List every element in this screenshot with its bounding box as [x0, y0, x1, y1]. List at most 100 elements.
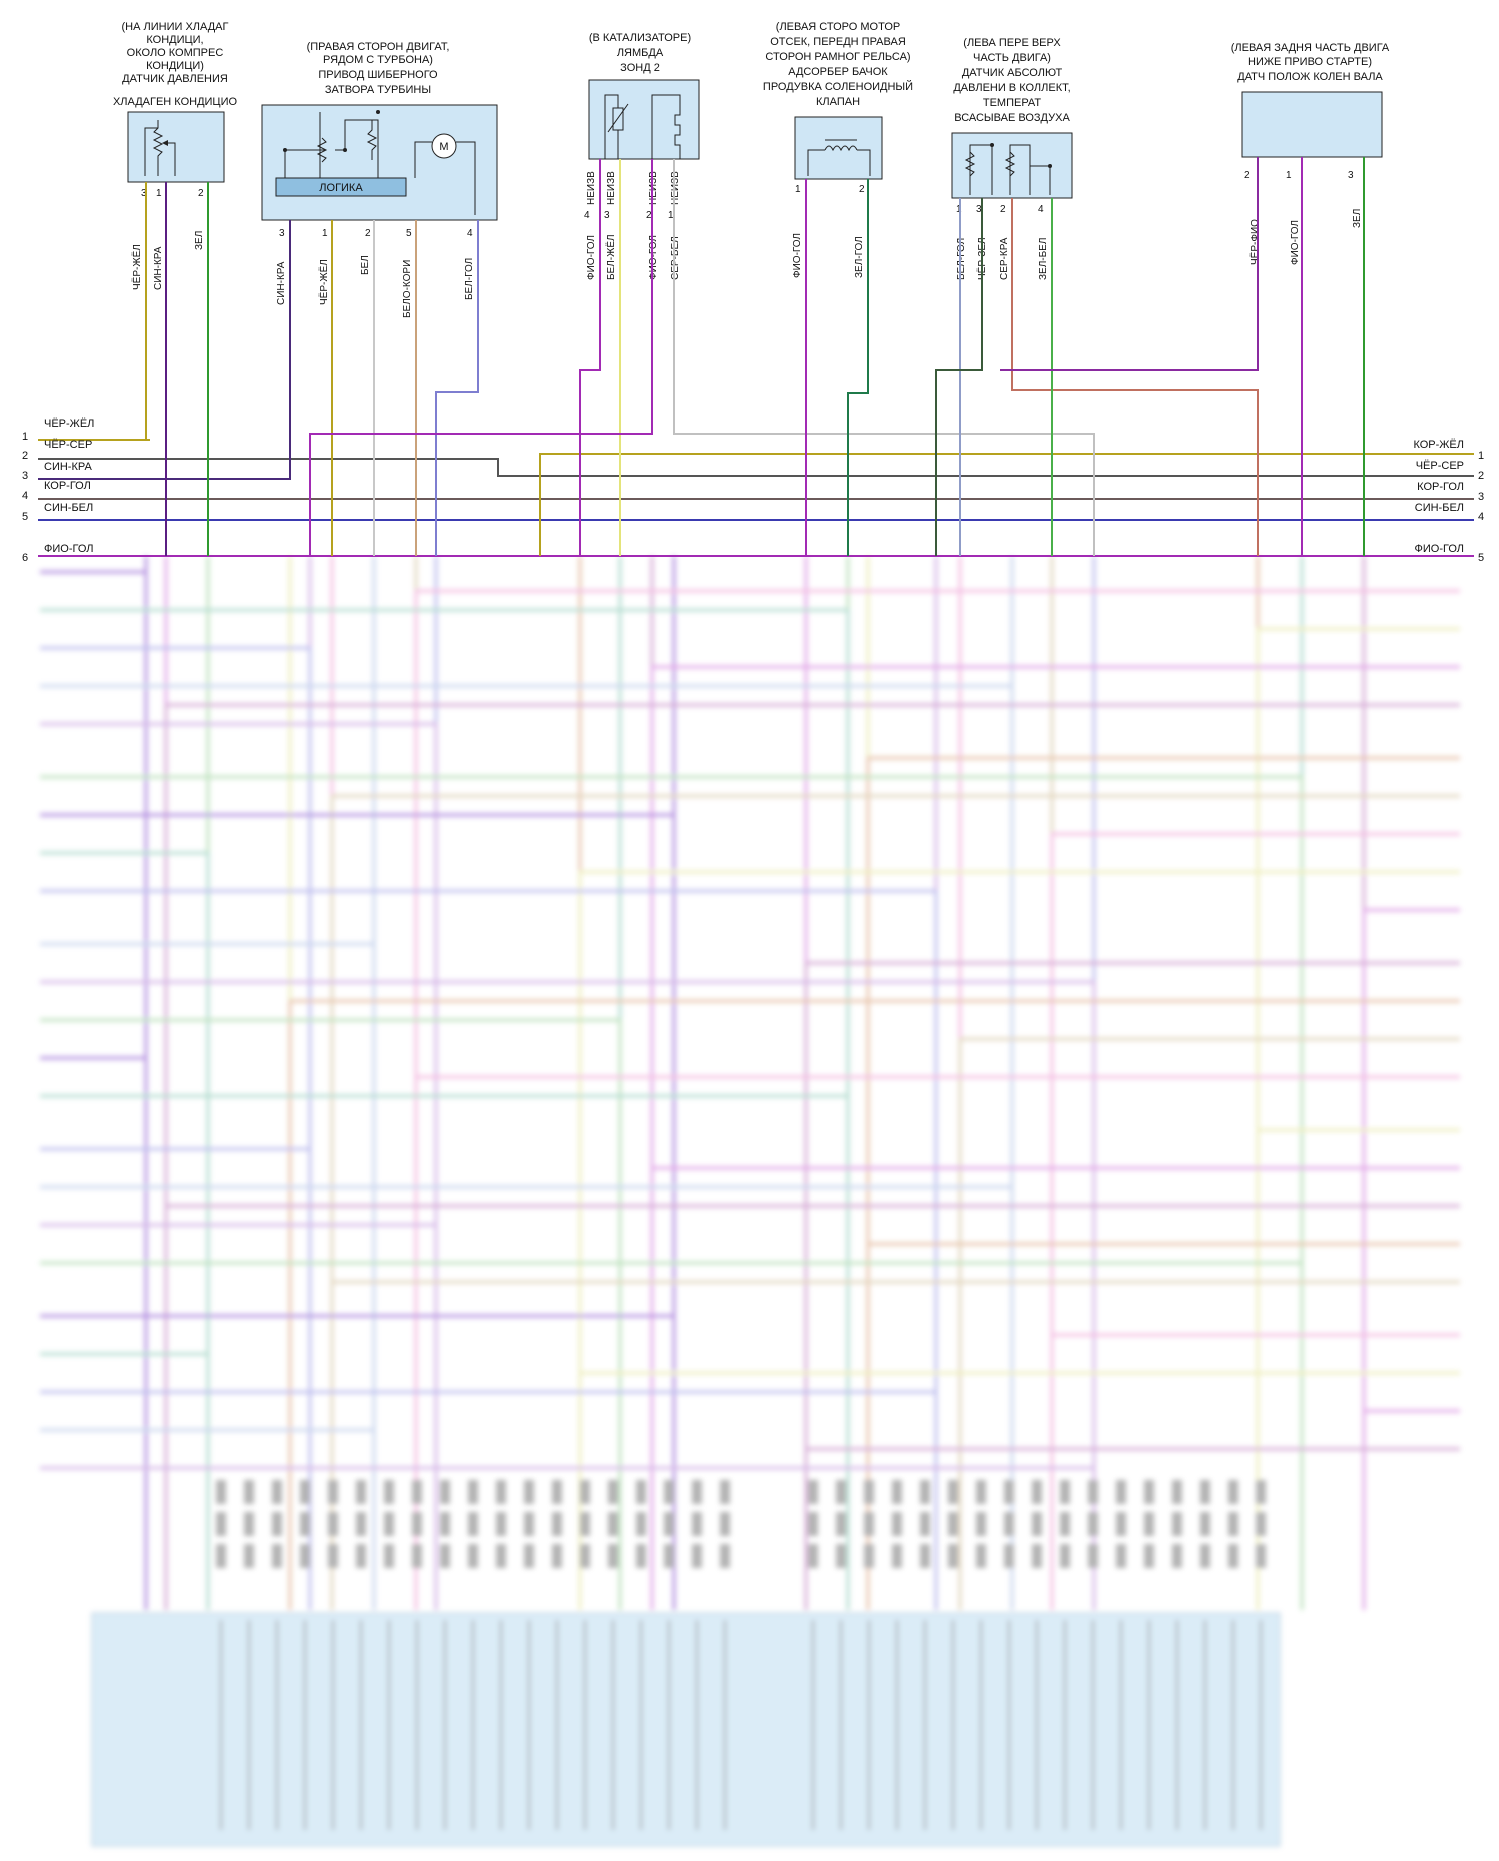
bus-num-right: 1	[1478, 450, 1484, 462]
blurred-branch-wire	[650, 1166, 1460, 1610]
pin-number: 3	[141, 188, 147, 199]
wire-label: СИН-КРА	[276, 261, 287, 305]
turbo-wastegate-actuator: (ПРАВАЯ СТОРОН ДВИГАТ, РЯДОМ С ТУРБОНА) …	[261, 41, 498, 318]
bus-label-left: КОР-ГОЛ	[44, 480, 91, 492]
blurred-branch-wire	[40, 1056, 148, 1610]
wire-crank-pin2	[1000, 157, 1259, 371]
pin-number: 3	[1348, 170, 1354, 181]
comp-label-line: ДАВЛЕНИ В КОЛЛЕКТ,	[953, 82, 1070, 94]
bus-num-left: 2	[22, 450, 28, 462]
connector-pin-block	[328, 1480, 338, 1504]
connector-pin-block	[1200, 1480, 1210, 1504]
canister-purge-solenoid: (ЛЕВАЯ СТОРО МОТОР ОТСЕК, ПЕРЕДН ПРАВАЯ …	[763, 21, 913, 278]
connector-pin-block	[244, 1544, 254, 1568]
connector-pin-block	[720, 1512, 730, 1536]
wire-turbo-pin4	[435, 220, 479, 556]
connector-pin-block	[328, 1512, 338, 1536]
bus-label-left: СИН-БЕЛ	[44, 502, 93, 514]
connector-pin-block	[692, 1480, 702, 1504]
connector-pin-block	[300, 1512, 310, 1536]
blurred-branch-wire	[40, 889, 938, 1610]
crank-box	[1241, 91, 1383, 158]
connector-pin-block	[468, 1512, 478, 1536]
connector-pin-block	[384, 1480, 394, 1504]
connector-pin-block	[496, 1512, 506, 1536]
connector-pin-block	[864, 1544, 874, 1568]
blurred-branch-wire	[288, 999, 1460, 1610]
bus-label-right: ЧЁР-СЕР	[1416, 460, 1464, 472]
heater-element-icon	[651, 94, 681, 159]
connector-pin-block	[468, 1480, 478, 1504]
connector-pin-block	[1228, 1512, 1238, 1536]
connector-pin-block	[1172, 1544, 1182, 1568]
blurred-branch-wire	[804, 1447, 1460, 1610]
blurred-branch-wire	[1362, 908, 1460, 1610]
connector-pin-block	[1032, 1480, 1042, 1504]
connector-pin-block	[720, 1480, 730, 1504]
comp-label-line: (ЛЕВА ПЕРЕ ВЕРХ	[963, 37, 1061, 49]
connector-pin-block	[1088, 1480, 1098, 1504]
connector-pin-block	[1200, 1512, 1210, 1536]
connector-pin-block	[948, 1480, 958, 1504]
connector-pin-block	[808, 1512, 818, 1536]
blurred-branch-wire	[40, 1390, 938, 1610]
connector-pin-block	[892, 1480, 902, 1504]
connector-pin-block	[1060, 1544, 1070, 1568]
pin-number: 5	[406, 228, 412, 239]
blurred-branch-wire	[40, 1147, 312, 1610]
connector-pin-block	[356, 1512, 366, 1536]
wire-label: ЧЁР-ЖЁЛ	[131, 244, 143, 290]
pin-number: 3	[279, 228, 285, 239]
connector-pin-block	[580, 1544, 590, 1568]
connector-pin-block	[836, 1480, 846, 1504]
wire-lambda-pin4	[579, 159, 601, 556]
pin-number: 2	[1000, 204, 1006, 215]
comp-label-line: НИЖЕ ПРИВО СТАРТЕ)	[1248, 56, 1372, 68]
connector-pin-block	[976, 1512, 986, 1536]
lambda-box	[588, 79, 700, 160]
blurred-branch-wire	[958, 1037, 1460, 1610]
pin-number: 4	[467, 228, 473, 239]
connector-pin-block	[272, 1512, 282, 1536]
blurred-branch-wire	[40, 942, 376, 1610]
connector-pin-block	[864, 1480, 874, 1504]
blurred-branch-wire	[1256, 1128, 1460, 1610]
connector-pin-block	[1004, 1544, 1014, 1568]
bus-label-left: ЧЁР-СЕР	[44, 439, 92, 451]
comp-label-line: (ПРАВАЯ СТОРОН ДВИГАТ,	[307, 41, 450, 53]
connector-pin-block	[836, 1544, 846, 1568]
connector-pin-block	[300, 1480, 310, 1504]
bus-label-left: СИН-КРА	[44, 461, 92, 473]
connector-pin-block	[384, 1544, 394, 1568]
sensor-box	[127, 111, 225, 183]
blurred-branch-wire	[1050, 1333, 1460, 1610]
connector-pin-block	[1172, 1480, 1182, 1504]
comp-label-line: ХЛАДАГЕН КОНДИЦИО	[113, 96, 238, 108]
actuator-internal-circuit	[283, 110, 380, 178]
connector-pin-block	[328, 1544, 338, 1568]
comp-label-line: СТОРОН РАМНОГ РЕЛЬСА)	[765, 51, 910, 63]
connector-pin-block	[496, 1544, 506, 1568]
connector-pin-block	[440, 1544, 450, 1568]
blurred-branch-wire	[414, 1075, 1460, 1610]
comp-label-line: ДАТЧИК ДАВЛЕНИЯ	[122, 73, 228, 85]
blurred-branch-wire	[40, 1428, 376, 1610]
bus-num-left: 6	[22, 552, 28, 564]
bus-label-right: СИН-БЕЛ	[1415, 502, 1464, 514]
connector-pin-block	[356, 1480, 366, 1504]
crankshaft-position-sensor: (ЛЕВАЯ ЗАДНЯ ЧАСТЬ ДВИГА НИЖЕ ПРИВО СТАР…	[1231, 42, 1390, 265]
connector-pin-block	[412, 1512, 422, 1536]
pin-number: 1	[156, 188, 162, 199]
connector-pin-block	[976, 1544, 986, 1568]
blurred-branch-wire	[40, 722, 438, 1610]
bus-wire	[539, 453, 1474, 556]
bus-num-right: 3	[1478, 491, 1484, 503]
connector-pin-block	[496, 1480, 506, 1504]
connector-pin-block	[608, 1544, 618, 1568]
connector-pin-block	[608, 1480, 618, 1504]
blurred-branch-wire	[40, 646, 312, 1610]
connector-pin-block	[1004, 1480, 1014, 1504]
pin-number: 1	[668, 210, 674, 221]
pin-number: 2	[365, 228, 371, 239]
connector-pin-block	[1256, 1512, 1266, 1536]
